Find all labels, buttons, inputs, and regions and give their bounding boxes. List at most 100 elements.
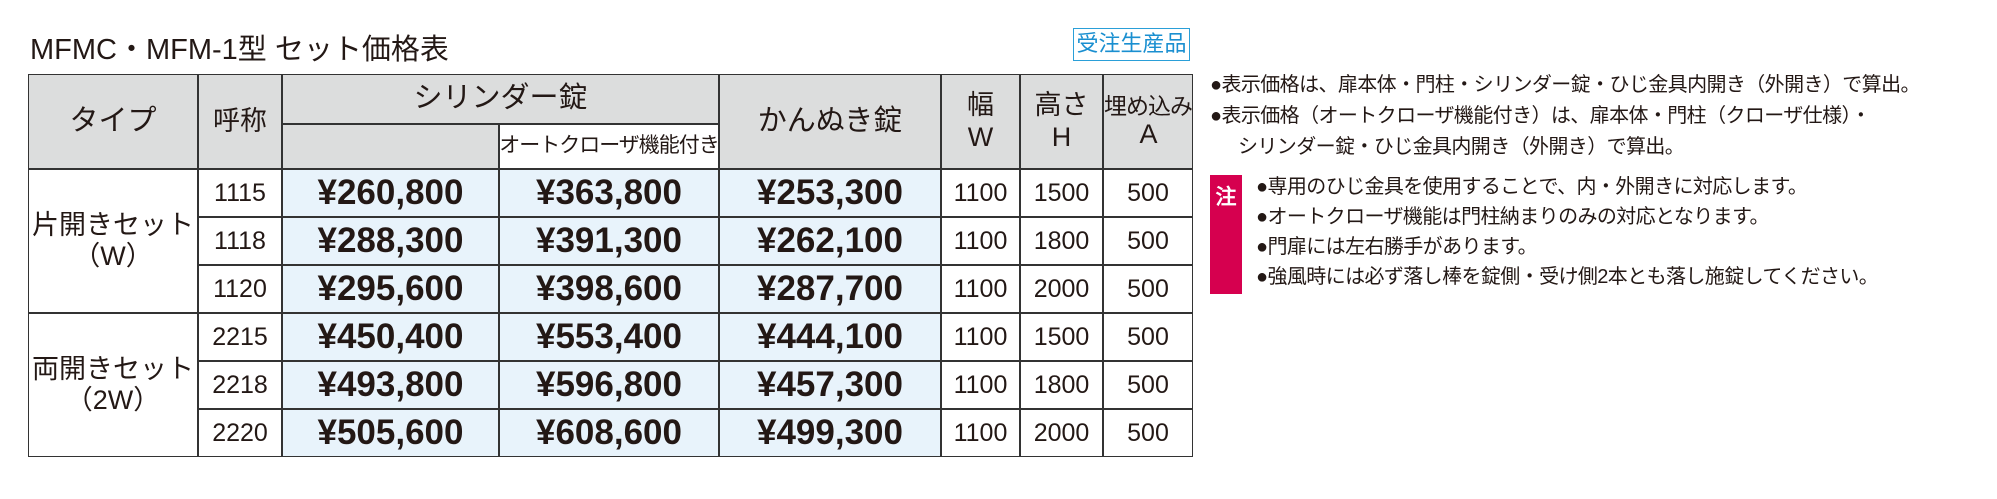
header-text: 埋め込み [1104, 92, 1193, 119]
caution-line: ●オートクローザ機能は門柱納まりのみの対応となります。 [1256, 202, 1986, 232]
header-text: W [967, 121, 994, 152]
caution-label-text: 注 [1215, 186, 1237, 209]
type-text: 両開きセット [32, 353, 194, 384]
cell-text: 500 [1127, 274, 1169, 303]
cell-text: 2218 [212, 370, 268, 399]
price-cell: ¥391,300 [499, 217, 719, 265]
price: ¥363,800 [536, 172, 682, 212]
caution-text: ●オートクローザ機能は門柱納まりのみの対応となります。 [1256, 206, 1769, 228]
price-cell: ¥499,300 [719, 409, 941, 457]
note-text: シリンダー錠・ひじ金具内開き（外開き）で算出。 [1238, 136, 1685, 158]
price-cell: ¥553,400 [499, 313, 719, 361]
cell: 500 [1103, 265, 1193, 313]
note-text: ●表示価格は、扉本体・門柱・シリンダー錠・ひじ金具内開き（外開き）で算出。 [1210, 74, 1920, 96]
price: ¥253,300 [757, 172, 903, 212]
header-cell: シリンダー錠 [282, 74, 719, 124]
price-cell: ¥262,100 [719, 217, 941, 265]
header-text: かんぬき錠 [757, 104, 903, 137]
cell: 1500 [1020, 169, 1103, 217]
cell-text: 1100 [953, 370, 1008, 399]
price: ¥608,600 [536, 412, 682, 452]
cell-text: 1100 [953, 322, 1008, 351]
cell: 500 [1103, 361, 1193, 409]
price-cell: ¥505,600 [282, 409, 499, 457]
header-cell: 呼称 [198, 74, 282, 169]
price: ¥457,300 [757, 364, 903, 404]
type-text: （2W） [65, 385, 161, 415]
header-cell [282, 124, 499, 169]
price: ¥450,400 [317, 316, 464, 356]
cell: 1100 [941, 313, 1020, 361]
header-cell: 高さ H [1020, 74, 1103, 169]
cell-text: 1500 [1033, 178, 1090, 207]
cell: 500 [1103, 313, 1193, 361]
caution-text: ●門扉には左右勝手があります。 [1256, 236, 1538, 258]
price-cell: ¥457,300 [719, 361, 941, 409]
cell: 500 [1103, 217, 1193, 265]
cell: 2218 [198, 361, 282, 409]
price: ¥493,800 [317, 364, 464, 404]
header-text: A [1139, 119, 1157, 150]
cell: 1100 [941, 217, 1020, 265]
note: ●表示価格は、扉本体・門柱・シリンダー錠・ひじ金具内開き（外開き）で算出。 [1210, 70, 1990, 100]
cell: 1100 [941, 169, 1020, 217]
cell: 1800 [1020, 361, 1103, 409]
note-text: ●表示価格（オートクローザ機能付き）は、扉本体・門柱（クローザ仕様）・ [1210, 105, 1871, 127]
price-cell: ¥596,800 [499, 361, 719, 409]
title: MFMC・MFM-1型 セット価格表 [30, 34, 449, 66]
cell: 1118 [198, 217, 282, 265]
cell: 500 [1103, 169, 1193, 217]
type-cell: 両開きセット （2W） [28, 313, 198, 457]
cell: 1100 [941, 361, 1020, 409]
price: ¥295,600 [317, 268, 464, 308]
cell-text: 1100 [953, 274, 1008, 303]
price: ¥288,300 [317, 220, 464, 260]
header-text: タイプ [69, 104, 157, 137]
price-cell: ¥253,300 [719, 169, 941, 217]
price: ¥398,600 [536, 268, 682, 308]
header-text: 呼称 [213, 105, 267, 136]
caution-text: ●専用のひじ金具を使用することで、内・外開きに対応します。 [1256, 176, 1808, 198]
cell-text: 1100 [953, 178, 1008, 207]
header-cell: タイプ [28, 74, 198, 169]
caution-line: ●強風時には必ず落し棒を錠側・受け側2本とも落し施錠してください。 [1256, 262, 1986, 292]
price-cell: ¥493,800 [282, 361, 499, 409]
price: ¥287,700 [757, 268, 903, 308]
cell-text: 500 [1127, 370, 1169, 399]
cell-text: 1100 [953, 418, 1008, 447]
cell-text: 1115 [214, 178, 266, 207]
price-cell: ¥287,700 [719, 265, 941, 313]
caution-text: ●強風時には必ず落し棒を錠側・受け側2本とも落し施錠してください。 [1256, 266, 1879, 288]
type-cell: 片開きセット （W） [28, 169, 198, 313]
cell: 1120 [198, 265, 282, 313]
badge: 受注生産品 [1073, 28, 1190, 61]
price: ¥262,100 [757, 220, 903, 260]
price-cell: ¥288,300 [282, 217, 499, 265]
price: ¥499,300 [757, 412, 903, 452]
price: ¥260,800 [317, 172, 464, 212]
price: ¥596,800 [536, 364, 682, 404]
header-cell: かんぬき錠 [719, 74, 941, 169]
price-cell: ¥398,600 [499, 265, 719, 313]
cell: 1800 [1020, 217, 1103, 265]
price-cell: ¥295,600 [282, 265, 499, 313]
price: ¥553,400 [536, 316, 682, 356]
note: シリンダー錠・ひじ金具内開き（外開き）で算出。 [1238, 132, 1997, 162]
caution-line: ●門扉には左右勝手があります。 [1256, 232, 1986, 262]
cell: 1500 [1020, 313, 1103, 361]
cell: 2000 [1020, 265, 1103, 313]
cell-text: 1100 [953, 226, 1008, 255]
cell: 1100 [941, 265, 1020, 313]
price-cell: ¥363,800 [499, 169, 719, 217]
header-text: シリンダー錠 [413, 82, 588, 115]
price-cell: ¥608,600 [499, 409, 719, 457]
cell-text: 2215 [212, 322, 268, 351]
cell: 1115 [198, 169, 282, 217]
cell: 2000 [1020, 409, 1103, 457]
cell-text: 500 [1127, 322, 1169, 351]
type-text: 片開きセット [32, 209, 194, 240]
price-cell: ¥260,800 [282, 169, 499, 217]
header-cell: 埋め込み A [1103, 74, 1193, 169]
